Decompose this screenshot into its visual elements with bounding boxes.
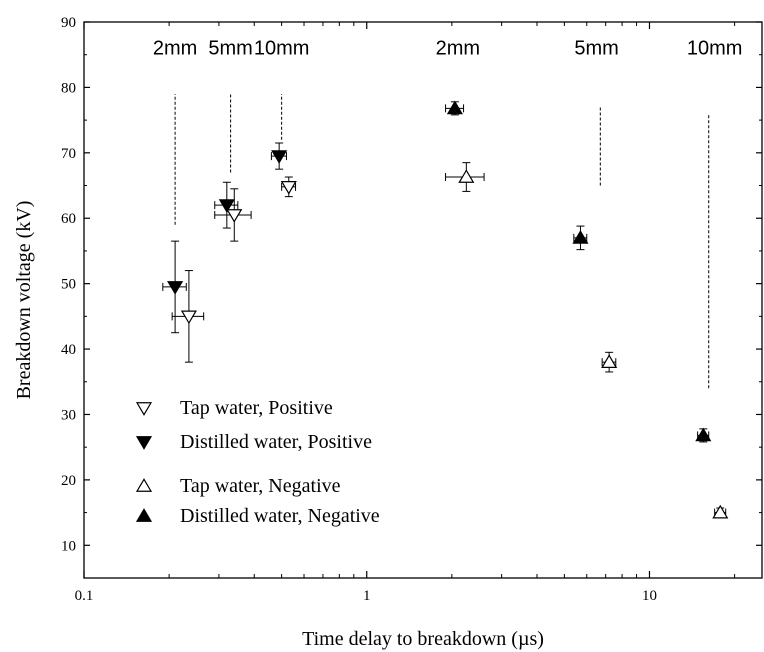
legend-label-2: Tap water, Negative (180, 475, 341, 497)
plot-frame (83, 21, 763, 579)
y-tick-label: 80 (61, 80, 76, 96)
point-series-1 (167, 281, 184, 295)
legend-marker-3 (135, 508, 153, 522)
data-points (162, 100, 729, 519)
dashed-lines (174, 93, 710, 389)
point-series-0 (226, 209, 243, 223)
point-series-1 (218, 199, 235, 213)
point-series-2 (601, 354, 618, 368)
point-series-3 (572, 230, 589, 244)
y-tick-label: 70 (61, 146, 76, 162)
y-tick-label: 40 (61, 342, 76, 358)
y-tick-label: 90 (61, 15, 76, 31)
y-axis-title: Breakdown voltage (kV) (13, 201, 35, 400)
point-series-2 (712, 504, 729, 519)
legend-label-1: Distilled water, Positive (180, 431, 372, 453)
y-tick-label: 30 (61, 407, 76, 423)
gap-label-1: 5mm (208, 38, 252, 60)
point-series-1 (271, 150, 288, 164)
legend-label-0: Tap water, Positive (180, 397, 333, 419)
gap-label-5: 10mm (687, 38, 743, 60)
point-series-3 (446, 100, 463, 115)
y-tick-label: 60 (61, 211, 76, 227)
point-series-0 (180, 310, 197, 325)
legend: Tap water, Positive Distilled water, Posi… (135, 397, 380, 527)
legend-marker-2 (135, 478, 153, 492)
axis-ticks: 10 20 30 40 50 60 70 80 90 0.1 1 10 (61, 15, 762, 604)
x-axis-title: Time delay to breakdown (µs) (302, 628, 544, 650)
x-tick-label: 10 (642, 588, 657, 604)
legend-marker-1 (135, 436, 153, 450)
point-series-2 (458, 169, 475, 183)
y-tick-label: 10 (61, 538, 76, 554)
gap-label-3: 2mm (436, 38, 480, 60)
y-tick-label: 50 (61, 277, 76, 293)
legend-marker-0 (135, 402, 153, 416)
gap-label-2: 10mm (254, 38, 310, 60)
point-series-3 (695, 427, 712, 442)
gap-labels: 2mm 5mm 10mm 2mm 5mm 10mm (153, 38, 743, 60)
legend-label-3: Distilled water, Negative (180, 505, 380, 527)
point-series-0 (280, 180, 297, 195)
x-tick-label: 0.1 (75, 588, 94, 604)
x-tick-label: 1 (363, 588, 371, 604)
gap-label-4: 5mm (574, 38, 618, 60)
y-tick-label: 20 (61, 473, 76, 489)
gap-label-0: 2mm (153, 38, 197, 60)
